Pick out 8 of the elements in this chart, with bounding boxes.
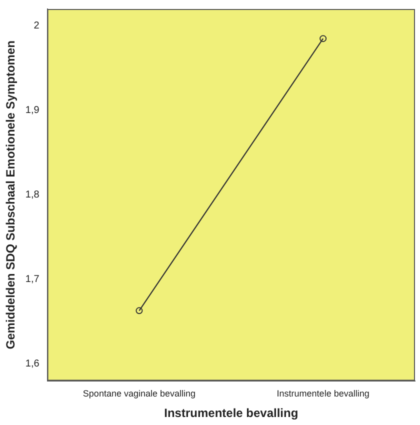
y-tick-label: 2 — [34, 20, 40, 32]
y-tick-label: 1,9 — [25, 105, 40, 116]
y-tick-label: 1,7 — [25, 274, 40, 286]
y-tick-label: 1,6 — [25, 358, 40, 370]
x-axis-title: Instrumentele bevalling — [164, 406, 298, 420]
x-tick-label: Spontane vaginale bevalling — [82, 388, 196, 399]
y-axis-title: Gemiddelden SDQ Subschaal Emotionele Symptomen — [4, 40, 18, 350]
y-tick-label: 1,8 — [25, 190, 40, 201]
